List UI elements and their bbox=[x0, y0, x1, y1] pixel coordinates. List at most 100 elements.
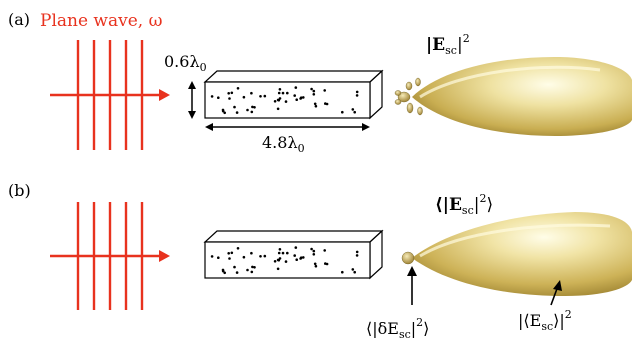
scatterer-dot bbox=[293, 94, 297, 97]
scatterer-dot bbox=[281, 91, 285, 95]
scatterer-dot bbox=[251, 105, 254, 109]
pattern-b-label: ⟨|Esc|2⟩ bbox=[435, 192, 493, 217]
scatterer-dot bbox=[295, 258, 299, 262]
scatterer-dot bbox=[273, 260, 277, 263]
scatterer-dot bbox=[221, 109, 225, 113]
scatterer-dot bbox=[230, 251, 234, 255]
plane-wave-a bbox=[50, 40, 170, 150]
dimension-length-a: 4.8λ0 bbox=[205, 123, 370, 155]
scatterer-dot bbox=[223, 271, 226, 275]
scatterer-dot bbox=[221, 269, 225, 273]
scatterer-dot bbox=[312, 89, 316, 93]
scatterer-dot bbox=[299, 257, 302, 260]
scatterer-dot bbox=[227, 92, 230, 95]
scatterer-dot bbox=[276, 258, 280, 262]
scatterer-dot bbox=[235, 271, 239, 274]
slab-front-face bbox=[204, 241, 371, 279]
scatterer-dot bbox=[263, 254, 267, 258]
scatterer-dots bbox=[210, 246, 359, 275]
coherent-arrowhead bbox=[553, 280, 562, 291]
scatterer-dot bbox=[242, 255, 246, 259]
disordered-slab-a bbox=[203, 69, 384, 120]
plane-wave-b bbox=[50, 202, 170, 310]
disordered-slab-b bbox=[203, 229, 384, 280]
scatterer-dot bbox=[233, 265, 236, 269]
panel-a-title: Plane wave, ω bbox=[40, 11, 163, 31]
scattering-pattern-b: ⟨|Esc|2⟩ ⟨|δEsc|2⟩ |⟨Esc⟩|2 bbox=[366, 192, 632, 341]
scatterer-dot bbox=[242, 95, 246, 99]
scatterer-dot bbox=[277, 251, 281, 255]
scatterer-dot bbox=[299, 97, 302, 100]
scattering-pattern-a: |Esc|2 bbox=[394, 32, 632, 136]
scatterer-dot bbox=[246, 108, 249, 112]
scatterer-dot bbox=[313, 262, 317, 266]
scatterer-dot bbox=[355, 90, 359, 94]
scatterer-dot bbox=[324, 102, 327, 105]
scatterer-dot bbox=[223, 111, 226, 115]
scatterer-dot bbox=[324, 262, 327, 265]
incoherent-label: ⟨|δEsc|2⟩ bbox=[366, 316, 429, 341]
propagation-arrowhead bbox=[159, 89, 170, 101]
scatterer-dot bbox=[250, 251, 253, 255]
scatterer-dot bbox=[293, 254, 297, 257]
scatterer-dot bbox=[302, 96, 305, 99]
propagation-arrowhead bbox=[159, 250, 170, 262]
scatterer-dot bbox=[313, 102, 317, 106]
dimension-height-a: 0.6λ0 bbox=[164, 52, 207, 119]
scatterer-dot bbox=[210, 255, 214, 258]
scatterer-dot bbox=[250, 270, 254, 274]
scatterer-dot bbox=[210, 95, 214, 98]
panel-b: (b) ⟨|Esc|2⟩ bbox=[8, 181, 632, 341]
scatterer-dot bbox=[284, 100, 288, 103]
scatterer-dot bbox=[277, 91, 281, 95]
scatterer-dot bbox=[276, 107, 280, 111]
scatterer-dot bbox=[323, 249, 327, 252]
scatterer-dot bbox=[295, 98, 299, 101]
scatterer-dot bbox=[314, 104, 318, 108]
scatterer-dot bbox=[286, 91, 289, 95]
scatterer-dot bbox=[273, 100, 277, 103]
scatterer-dot bbox=[228, 97, 231, 100]
dim-height-label: 0.6λ0 bbox=[164, 52, 207, 74]
scatterer-dot bbox=[253, 106, 256, 109]
scatterer-dot bbox=[284, 260, 288, 263]
scatterer-dot bbox=[312, 93, 316, 96]
scatterer-dot bbox=[217, 96, 220, 99]
panel-a: (a) Plane wave, ω 0.6λ0 bbox=[8, 10, 632, 155]
pattern-a-label: |Esc|2 bbox=[426, 32, 470, 57]
scatterer-dot bbox=[230, 91, 234, 95]
scatterer-dot bbox=[276, 98, 280, 102]
scatterer-dot bbox=[353, 270, 357, 274]
slab-front-face bbox=[204, 81, 371, 119]
slab-top-face bbox=[203, 70, 384, 83]
scatterer-dot bbox=[355, 254, 359, 257]
scatterer-dot bbox=[310, 87, 313, 91]
panel-b-tag: (b) bbox=[8, 181, 31, 200]
scatterer-dot bbox=[235, 111, 239, 114]
scatterer-dot bbox=[259, 254, 262, 258]
scatterer-dot bbox=[281, 251, 285, 255]
scatterer-dot bbox=[312, 249, 316, 253]
scatterer-dot bbox=[302, 256, 305, 259]
scatterer-dot bbox=[278, 257, 282, 260]
scatterer-dot bbox=[217, 256, 220, 260]
scatterer-dot bbox=[251, 265, 254, 269]
side-lobes bbox=[394, 77, 423, 116]
scatterer-dot bbox=[276, 267, 280, 271]
scatterer-dot bbox=[250, 110, 254, 114]
incoherent-arrowhead bbox=[407, 266, 417, 276]
scatterer-dot bbox=[246, 268, 249, 272]
scatterer-dot bbox=[341, 110, 344, 114]
coherent-label: |⟨Esc⟩|2 bbox=[518, 308, 572, 333]
scatterer-dot bbox=[286, 251, 289, 255]
scatterer-dot bbox=[278, 97, 282, 100]
scatterer-dot bbox=[278, 88, 282, 91]
scatterer-dot bbox=[236, 247, 240, 250]
scatterer-dot bbox=[294, 86, 298, 89]
scatterer-dot bbox=[236, 87, 240, 90]
scatterer-dot bbox=[314, 264, 318, 268]
scatterer-dot bbox=[227, 252, 230, 255]
scatterer-dot bbox=[351, 268, 355, 271]
forward-lobe bbox=[412, 212, 632, 296]
scatterer-dot bbox=[233, 105, 236, 109]
